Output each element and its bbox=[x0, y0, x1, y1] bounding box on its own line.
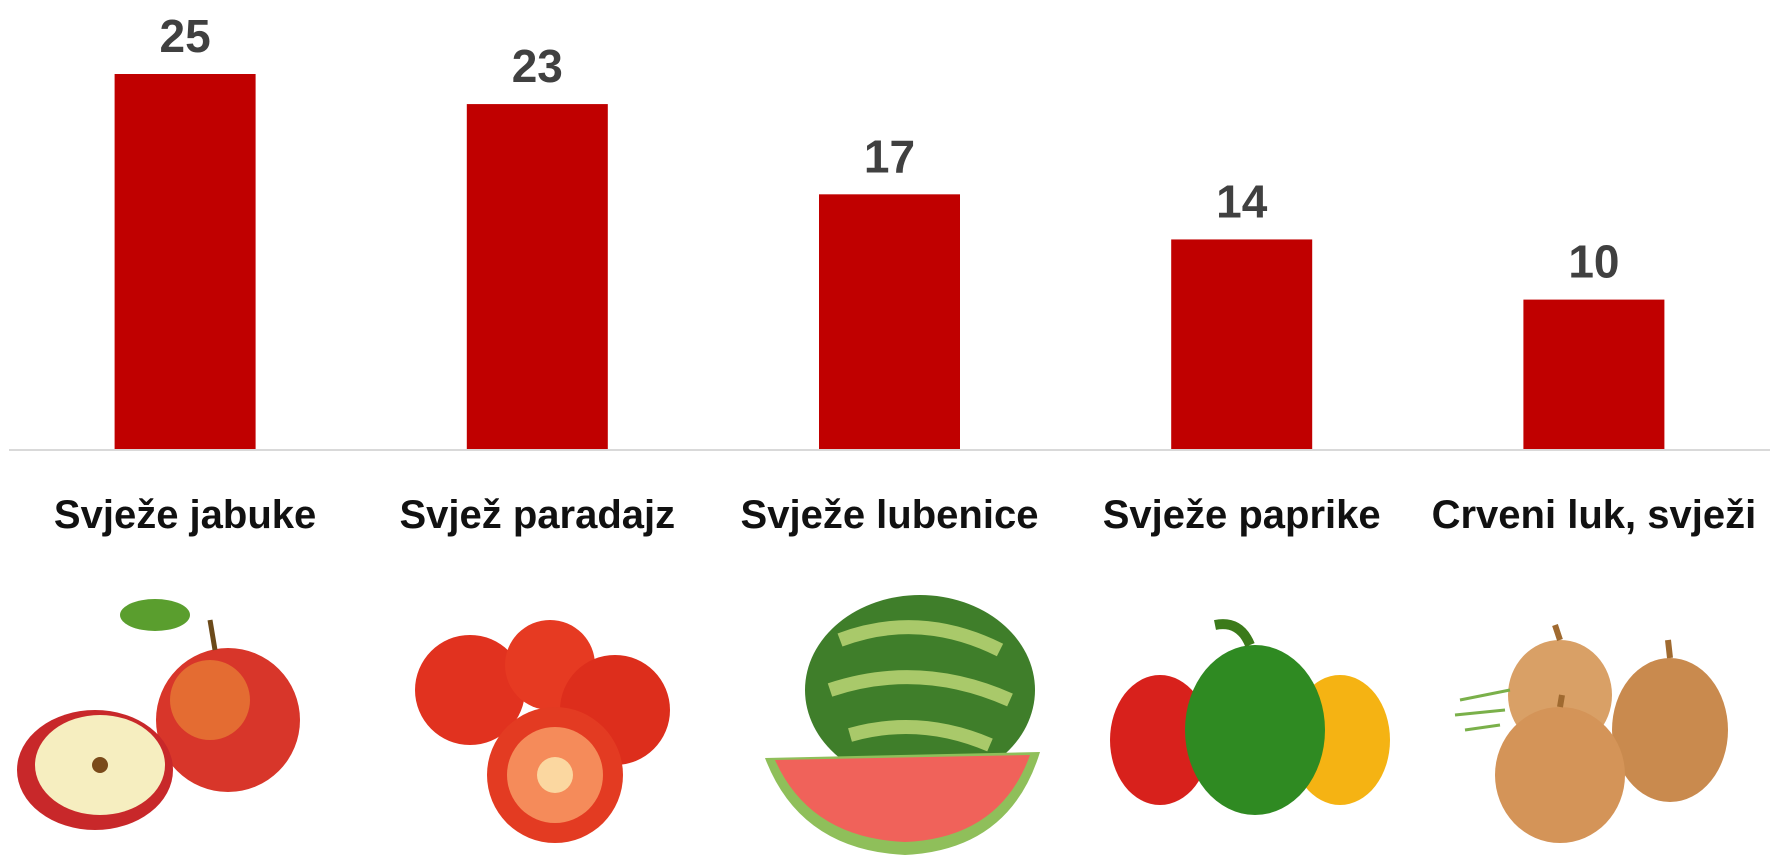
bar bbox=[114, 74, 256, 450]
value-label: 25 bbox=[160, 10, 211, 62]
category-label: Svjež paradajz bbox=[399, 493, 675, 537]
onions-image bbox=[1454, 624, 1728, 843]
category-label: Svježe jabuke bbox=[54, 493, 316, 537]
bar bbox=[819, 194, 960, 450]
value-label: 17 bbox=[864, 130, 915, 182]
tomatoes-image bbox=[415, 620, 670, 843]
value-label: 10 bbox=[1568, 236, 1619, 288]
value-label: 23 bbox=[512, 40, 563, 92]
apples-image bbox=[17, 599, 300, 830]
plot-area: 25 Svježe jabuke 23 Svjež paradajz 17 Svježe … bbox=[54, 10, 1756, 537]
bar bbox=[1171, 239, 1313, 450]
value-label: 14 bbox=[1216, 175, 1268, 227]
category-label: Crveni luk, svježi bbox=[1432, 493, 1757, 537]
peppers-image bbox=[1110, 619, 1390, 815]
category-label: Svježe lubenice bbox=[741, 493, 1039, 537]
bar bbox=[1523, 299, 1665, 450]
bar bbox=[466, 104, 608, 450]
watermelon-image bbox=[765, 595, 1040, 855]
category-label: Svježe paprike bbox=[1103, 493, 1381, 537]
